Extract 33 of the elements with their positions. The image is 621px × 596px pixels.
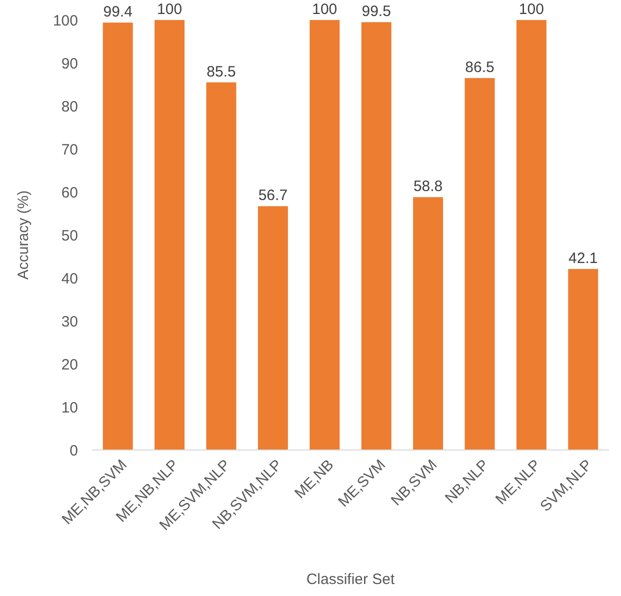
y-tick-label: 50 [61,227,78,244]
data-label: 85.5 [206,63,236,80]
data-label: 86.5 [465,59,494,76]
y-tick-label: 20 [61,356,78,374]
bar [464,78,495,450]
data-label: 100 [518,1,544,18]
data-label: 58.8 [413,178,443,196]
bar [102,22,133,450]
y-tick-label: 80 [61,98,78,116]
y-tick-label: 70 [61,141,78,158]
y-tick-label: 60 [61,184,78,202]
y-tick-label: 90 [61,55,78,72]
data-label: 99.4 [103,4,132,21]
y-axis-title: Accuracy (%) [15,190,32,280]
bar [310,20,340,450]
data-label: 99.5 [362,3,391,20]
y-tick-label: 10 [61,399,78,416]
y-tick-label: 40 [61,270,78,288]
y-tick-label: 0 [70,442,78,460]
bar [413,197,444,450]
bar [568,268,598,450]
data-label: 42.1 [568,250,598,267]
data-label: 100 [312,1,338,18]
data-label: 100 [157,1,182,18]
bar [258,206,288,450]
bar [206,82,236,450]
y-tick-label: 30 [61,313,78,330]
x-axis-title: Classifier Set [306,571,396,588]
bar [154,20,185,450]
bar [361,22,392,450]
data-label: 56.7 [258,187,288,204]
bar [516,20,546,450]
y-tick-label: 100 [52,12,78,30]
